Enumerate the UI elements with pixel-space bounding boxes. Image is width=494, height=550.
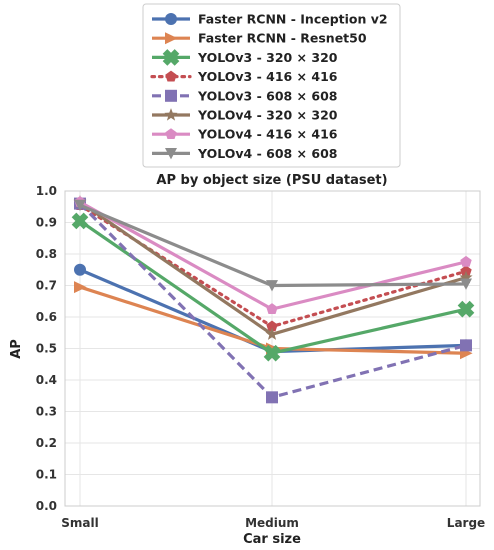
legend-entry-5: YOLOv3 - 608 × 608 bbox=[152, 88, 337, 103]
data-point bbox=[266, 303, 278, 314]
data-point bbox=[460, 339, 472, 352]
data-point bbox=[460, 255, 472, 267]
legend-entry-1: Faster RCNN - Inception v2 bbox=[152, 12, 388, 27]
legend-entry-2: Faster RCNN - Resnet50 bbox=[152, 31, 367, 46]
legend-label: YOLOv3 - 608 × 608 bbox=[197, 88, 337, 103]
y-tick-label: 0.6 bbox=[36, 310, 57, 324]
data-point bbox=[164, 108, 178, 121]
data-point bbox=[162, 49, 180, 66]
data-point bbox=[165, 13, 177, 25]
data-point bbox=[165, 32, 178, 45]
y-tick-label: 0.0 bbox=[36, 499, 57, 513]
plot-area: 0.0 0.1 0.2 0.3 0.4 0.5 0.6 0.7 0.8 0.9 1.0 Small Me… bbox=[36, 184, 485, 530]
series-8 bbox=[74, 199, 472, 292]
x-axis-label: Car size bbox=[243, 532, 301, 547]
legend-label: YOLOv4 - 608 × 608 bbox=[197, 146, 337, 161]
marker-stroke bbox=[71, 212, 89, 230]
data-point bbox=[165, 70, 177, 82]
series-5 bbox=[74, 197, 472, 404]
y-tick-label: 1.0 bbox=[36, 184, 57, 198]
plot-border bbox=[64, 190, 481, 507]
legend-entry-3: YOLOv3 - 320 × 320 bbox=[152, 49, 338, 66]
legend-entry-7: YOLOv4 - 416 × 416 bbox=[152, 127, 338, 142]
data-point bbox=[459, 270, 473, 284]
marker-stroke bbox=[263, 344, 281, 362]
data-point bbox=[71, 212, 89, 230]
y-tick-label: 0.8 bbox=[36, 247, 57, 261]
data-point bbox=[165, 148, 177, 160]
marker-stroke bbox=[457, 300, 475, 318]
y-tick-label: 0.9 bbox=[36, 216, 57, 230]
legend-box bbox=[142, 3, 401, 168]
data-point bbox=[74, 199, 86, 212]
data-point bbox=[74, 281, 87, 294]
legend-entry-8: YOLOv4 - 608 × 608 bbox=[152, 146, 337, 161]
data-point bbox=[266, 280, 278, 292]
legend-label: Faster RCNN - Inception v2 bbox=[198, 12, 388, 27]
series-3 bbox=[71, 212, 475, 362]
y-tick-label: 0.3 bbox=[36, 405, 57, 419]
legend: Faster RCNN - Inception v2 Faster RCNN - … bbox=[150, 12, 388, 161]
data-point bbox=[266, 320, 278, 332]
legend-label: Faster RCNN - Resnet50 bbox=[198, 31, 367, 46]
data-point bbox=[457, 300, 475, 318]
data-point bbox=[263, 344, 281, 362]
data-point bbox=[265, 327, 279, 340]
y-tick-label: 0.5 bbox=[36, 342, 57, 356]
data-point bbox=[74, 263, 86, 276]
data-point bbox=[165, 128, 177, 140]
y-tick-label: 0.7 bbox=[36, 279, 57, 293]
legend-label: YOLOv4 - 320 × 320 bbox=[197, 108, 338, 123]
legend-entry-6: YOLOv4 - 320 × 320 bbox=[152, 108, 338, 123]
data-point bbox=[460, 278, 472, 290]
legend-label: YOLOv4 - 416 × 416 bbox=[197, 127, 338, 142]
y-axis-label: AP bbox=[9, 339, 24, 359]
x-tick-label: Large bbox=[447, 516, 485, 530]
x-tick-label: Medium bbox=[245, 516, 299, 530]
data-point bbox=[266, 391, 278, 404]
legend-label: YOLOv3 - 416 × 416 bbox=[197, 69, 338, 84]
y-tick-label: 0.4 bbox=[36, 373, 57, 387]
data-point bbox=[165, 89, 177, 102]
legend-entry-4: YOLOv3 - 416 × 416 bbox=[150, 69, 338, 84]
legend-label: YOLOv3 - 320 × 320 bbox=[197, 50, 338, 65]
y-tick-label: 0.1 bbox=[36, 468, 57, 482]
marker-stroke bbox=[162, 49, 180, 66]
x-tick-label: Small bbox=[61, 516, 98, 530]
chart-title: AP by object size (PSU dataset) bbox=[156, 173, 387, 188]
y-tick-label: 0.2 bbox=[36, 436, 57, 450]
